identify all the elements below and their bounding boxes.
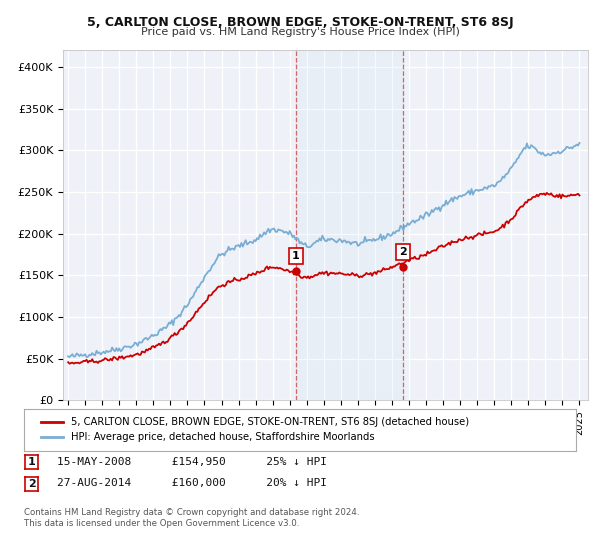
Legend: 5, CARLTON CLOSE, BROWN EDGE, STOKE-ON-TRENT, ST6 8SJ (detached house), HPI: Ave: 5, CARLTON CLOSE, BROWN EDGE, STOKE-ON-T…	[35, 411, 475, 449]
Text: 2: 2	[399, 247, 407, 257]
Text: Contains HM Land Registry data © Crown copyright and database right 2024.
This d: Contains HM Land Registry data © Crown c…	[24, 508, 359, 528]
Text: 15-MAY-2008      £154,950      25% ↓ HPI: 15-MAY-2008 £154,950 25% ↓ HPI	[57, 457, 327, 467]
Text: 5, CARLTON CLOSE, BROWN EDGE, STOKE-ON-TRENT, ST6 8SJ: 5, CARLTON CLOSE, BROWN EDGE, STOKE-ON-T…	[86, 16, 514, 29]
Text: 1: 1	[292, 251, 300, 262]
Text: Price paid vs. HM Land Registry's House Price Index (HPI): Price paid vs. HM Land Registry's House …	[140, 27, 460, 37]
Bar	[296, 50, 403, 400]
Text: 27-AUG-2014      £160,000      20% ↓ HPI: 27-AUG-2014 £160,000 20% ↓ HPI	[57, 478, 327, 488]
Text: 2: 2	[28, 479, 35, 488]
Text: 1: 1	[28, 458, 35, 467]
